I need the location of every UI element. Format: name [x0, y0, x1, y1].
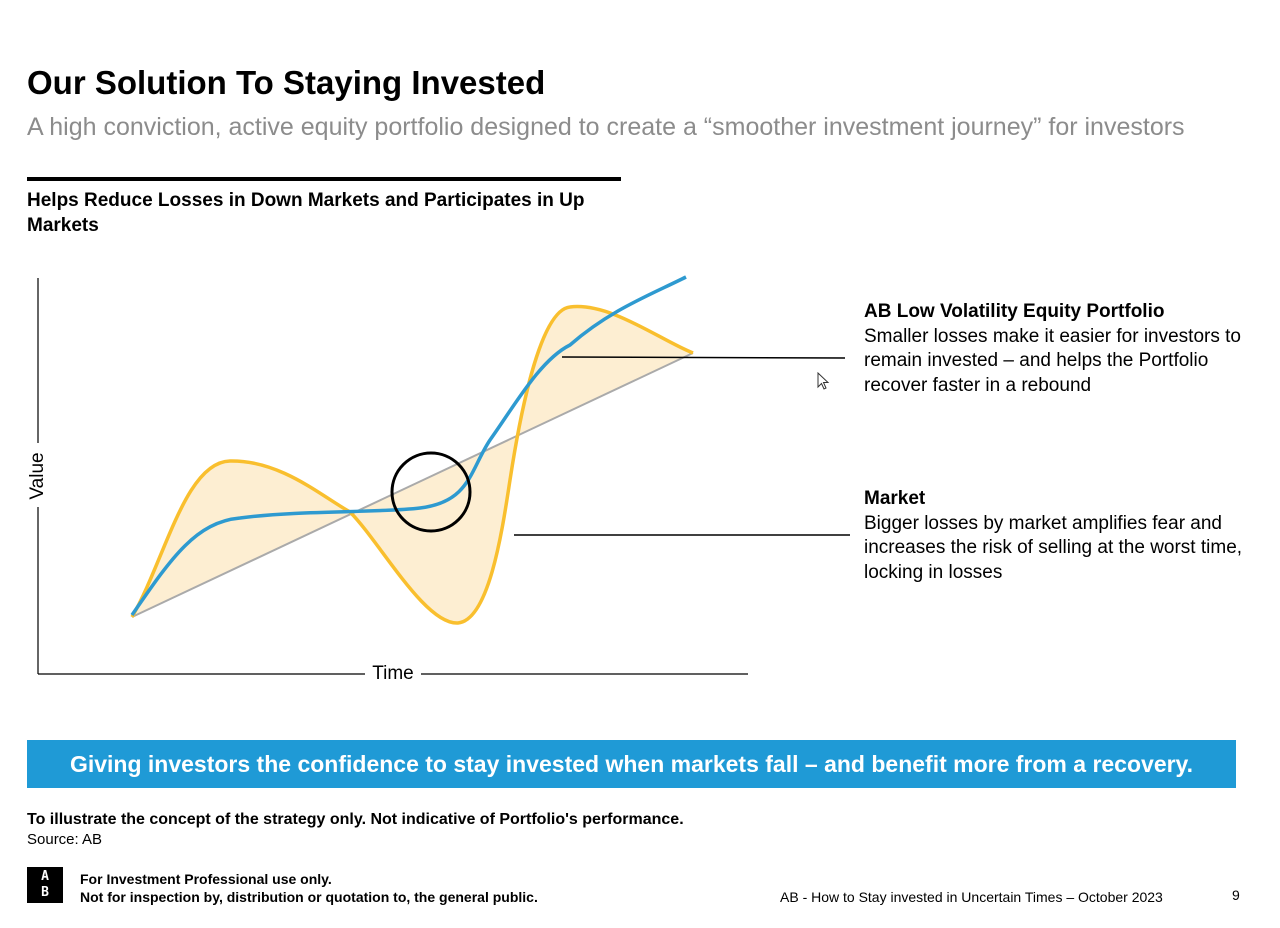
x-axis-label: Time	[372, 663, 414, 684]
market-annotation-text: Bigger losses by market amplifies fear a…	[864, 512, 1243, 583]
logo-letter-bottom: B	[41, 885, 49, 900]
highlight-circle	[390, 451, 472, 533]
key-message-banner: Giving investors the confidence to stay …	[27, 740, 1236, 788]
logo-letter-top: A	[41, 869, 49, 884]
portfolio-annotation-title: AB Low Volatility Equity Portfolio	[864, 301, 1165, 322]
chart-heading: Helps Reduce Losses in Down Markets and …	[27, 190, 585, 236]
footer-legal-line1: For Investment Professional use only.	[80, 871, 332, 887]
page-subtitle: A high conviction, active equity portfol…	[27, 113, 1185, 141]
market-annotation-title: Market	[864, 488, 926, 509]
market-line	[130, 304, 694, 625]
trend-line	[131, 352, 694, 618]
portfolio-line	[130, 275, 687, 616]
footer-legal-line2: Not for inspection by, distribution or q…	[80, 889, 538, 905]
concept-chart: Value Time	[27, 275, 850, 684]
portfolio-annotation: AB Low Volatility Equity Portfolio Small…	[864, 300, 1264, 398]
source-note: Source: AB	[27, 831, 103, 848]
market-area-fill	[132, 306, 693, 624]
ab-logo: A B	[27, 867, 63, 903]
portfolio-leader-line	[561, 356, 846, 359]
title-divider	[27, 177, 621, 181]
footer-legal: For Investment Professional use only. No…	[80, 870, 538, 906]
y-axis-label: Value	[27, 452, 48, 499]
illustration-disclaimer: To illustrate the concept of the strateg…	[27, 811, 684, 828]
footer-doc-title: AB - How to Stay invested in Uncertain T…	[780, 889, 1163, 905]
page-title: Our Solution To Staying Invested	[27, 64, 546, 101]
page-number: 9	[1232, 887, 1240, 903]
market-annotation: Market Bigger losses by market amplifies…	[864, 487, 1264, 585]
portfolio-annotation-text: Smaller losses make it easier for invest…	[864, 325, 1241, 396]
mouse-pointer-icon	[817, 372, 830, 390]
